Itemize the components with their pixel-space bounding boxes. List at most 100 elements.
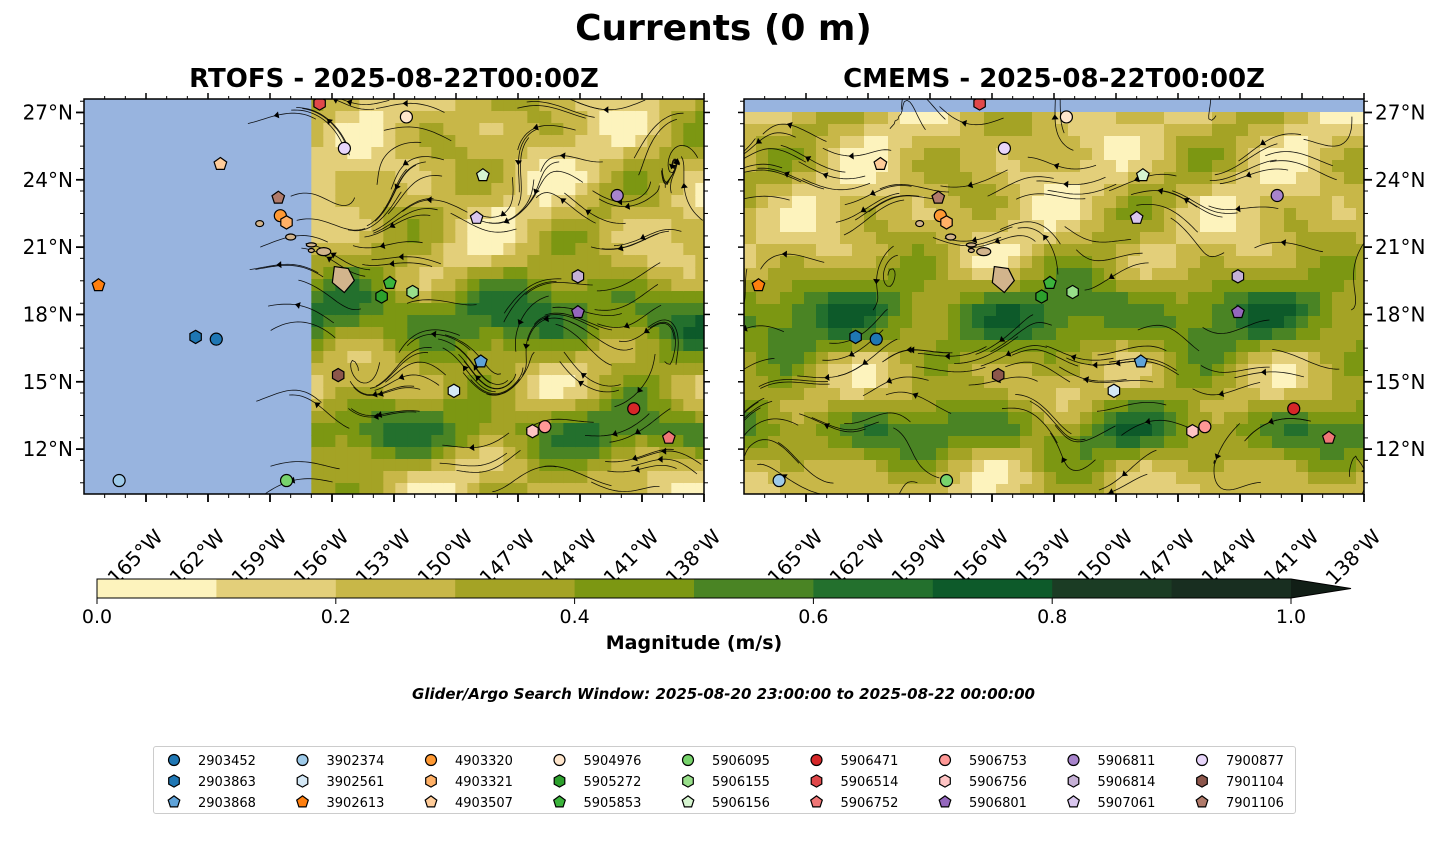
platform-3902374-marker	[112, 473, 126, 488]
legend-label-4903507: 4903507	[455, 796, 513, 811]
legend-marker-5906756	[939, 774, 951, 788]
legend-marker-5906811	[1067, 753, 1080, 767]
legend-label-3902374: 3902374	[327, 754, 385, 769]
colorbar-bin	[813, 579, 934, 598]
legend-marker-5907061	[1066, 795, 1081, 808]
platform-5906095-marker	[939, 473, 954, 488]
platform-5906753-marker	[1198, 420, 1212, 434]
colorbar-bin	[694, 579, 814, 598]
colorbar-tick-label: 0.8	[1037, 606, 1067, 628]
colorbar-tick-label: 0.4	[559, 606, 589, 628]
platform-5906095-marker	[279, 473, 294, 488]
platform-3902613-marker	[751, 277, 766, 292]
colorbar-bin	[97, 579, 217, 598]
legend-label-5906471: 5906471	[841, 754, 899, 769]
platform-5906471-marker	[627, 402, 641, 416]
platform-5906753-marker	[538, 420, 552, 434]
platform-3902561-marker	[447, 383, 461, 399]
colorbar-bin	[455, 579, 576, 598]
hawaii-land	[915, 219, 1016, 294]
legend-marker-4903320	[424, 753, 438, 767]
platform-4903321-marker	[940, 215, 953, 230]
search-window-note: Glider/Argo Search Window: 2025-08-20 23…	[412, 685, 1035, 703]
colorbar-tick-label: 1.0	[1276, 606, 1306, 628]
legend-label-5906095: 5906095	[712, 754, 770, 769]
legend-marker-5906095	[681, 753, 695, 767]
platform-7901104-marker	[331, 367, 345, 383]
legend-label-5906156: 5906156	[712, 796, 770, 811]
platform-5905853-marker	[382, 275, 397, 289]
legend-label-2903452: 2903452	[198, 754, 256, 769]
lat-tick-label: 27°N	[23, 100, 73, 124]
platform-5906801-marker	[570, 304, 585, 319]
legend-label-5906811: 5906811	[1098, 754, 1156, 769]
platform-3902613-marker	[91, 277, 106, 292]
platform-5906155-marker	[406, 284, 419, 300]
legend-label-3902613: 3902613	[327, 796, 385, 811]
platform-5905272-marker	[375, 289, 388, 304]
legend-marker-5906514	[810, 774, 823, 788]
legend: 2903452 2903863 2903868 3902374 3902561 39026…	[167, 753, 1284, 811]
platform-5906756-marker	[526, 423, 539, 439]
legend-marker-3902561	[296, 774, 309, 788]
platform-5905272-marker	[1035, 289, 1048, 304]
colorbar-bin	[335, 579, 456, 598]
legend-label-5905853: 5905853	[584, 796, 642, 811]
lat-tick-label: 15°N	[23, 370, 73, 394]
colorbar-tick-label: 0.0	[82, 606, 112, 628]
legend-label-2903868: 2903868	[198, 796, 256, 811]
platform-5906514-marker	[973, 99, 986, 111]
lat-tick-label: 21°N	[23, 235, 73, 259]
legend-label-4903320: 4903320	[455, 754, 513, 769]
legend-label-5904976: 5904976	[584, 754, 642, 769]
legend-box: 2903452 2903863 2903868 3902374 3902561 39026…	[153, 746, 1296, 814]
platform-4903507-marker	[873, 156, 888, 170]
legend-marker-5906753	[938, 753, 952, 767]
platform-4903321-marker	[280, 215, 293, 230]
legend-marker-7900877	[1195, 753, 1209, 767]
colorbar-tick-label: 0.2	[321, 606, 351, 628]
legend-label-5906155: 5906155	[712, 775, 770, 790]
cmems-map: 27°N24°N21°N18°N15°N12°N165°W162°W159°W1…	[738, 93, 1425, 590]
platform-5906814-marker	[571, 269, 585, 284]
colorbar-bin	[1171, 579, 1292, 598]
legend-marker-7901106	[1195, 795, 1209, 808]
platform-5905853-marker	[1042, 275, 1057, 289]
legend-label-5905272: 5905272	[584, 775, 642, 790]
platform-3902561-marker	[1107, 383, 1121, 399]
platform-2903868-marker	[473, 354, 488, 368]
platform-7900877-marker	[337, 141, 351, 155]
legend-label-2903863: 2903863	[198, 775, 256, 790]
platform-5904976-marker	[399, 110, 413, 124]
platform-5904976-marker	[1059, 110, 1074, 124]
legend-label-7901104: 7901104	[1226, 775, 1284, 790]
legend-marker-2903452	[167, 753, 181, 767]
legend-label-5906753: 5906753	[969, 754, 1027, 769]
legend-label-4903321: 4903321	[455, 775, 513, 790]
platform-5906156-marker	[475, 167, 490, 182]
platform-4903507-marker	[213, 156, 228, 170]
colorbar-bin	[1052, 579, 1173, 598]
platform-7901106-marker	[931, 190, 946, 204]
colorbar-bin	[216, 579, 337, 598]
lat-tick-label: 12°N	[1375, 437, 1425, 461]
legend-label-5906752: 5906752	[841, 796, 899, 811]
platform-5907061-marker	[1129, 210, 1144, 224]
platform-2903863-marker	[189, 329, 202, 345]
legend-label-5906814: 5906814	[1098, 775, 1156, 790]
legend-marker-5906814	[1067, 774, 1080, 788]
legend-marker-4903321	[425, 774, 437, 788]
lat-tick-label: 15°N	[1375, 370, 1425, 394]
legend-marker-3902613	[295, 795, 310, 808]
legend-label-7901106: 7901106	[1226, 796, 1284, 811]
lat-tick-label: 27°N	[1375, 100, 1425, 124]
lat-tick-label: 18°N	[1375, 302, 1425, 326]
platform-5906752-marker	[661, 430, 676, 444]
colorbar-label: Magnitude (m/s)	[605, 632, 783, 654]
platform-5906471-marker	[1287, 402, 1301, 416]
platform-7901104-marker	[991, 367, 1005, 383]
legend-marker-5904976	[553, 753, 566, 767]
legend-marker-5906156	[681, 795, 695, 808]
colorbar-bin	[932, 579, 1053, 598]
figure-title: Currents (0 m)	[575, 8, 872, 49]
